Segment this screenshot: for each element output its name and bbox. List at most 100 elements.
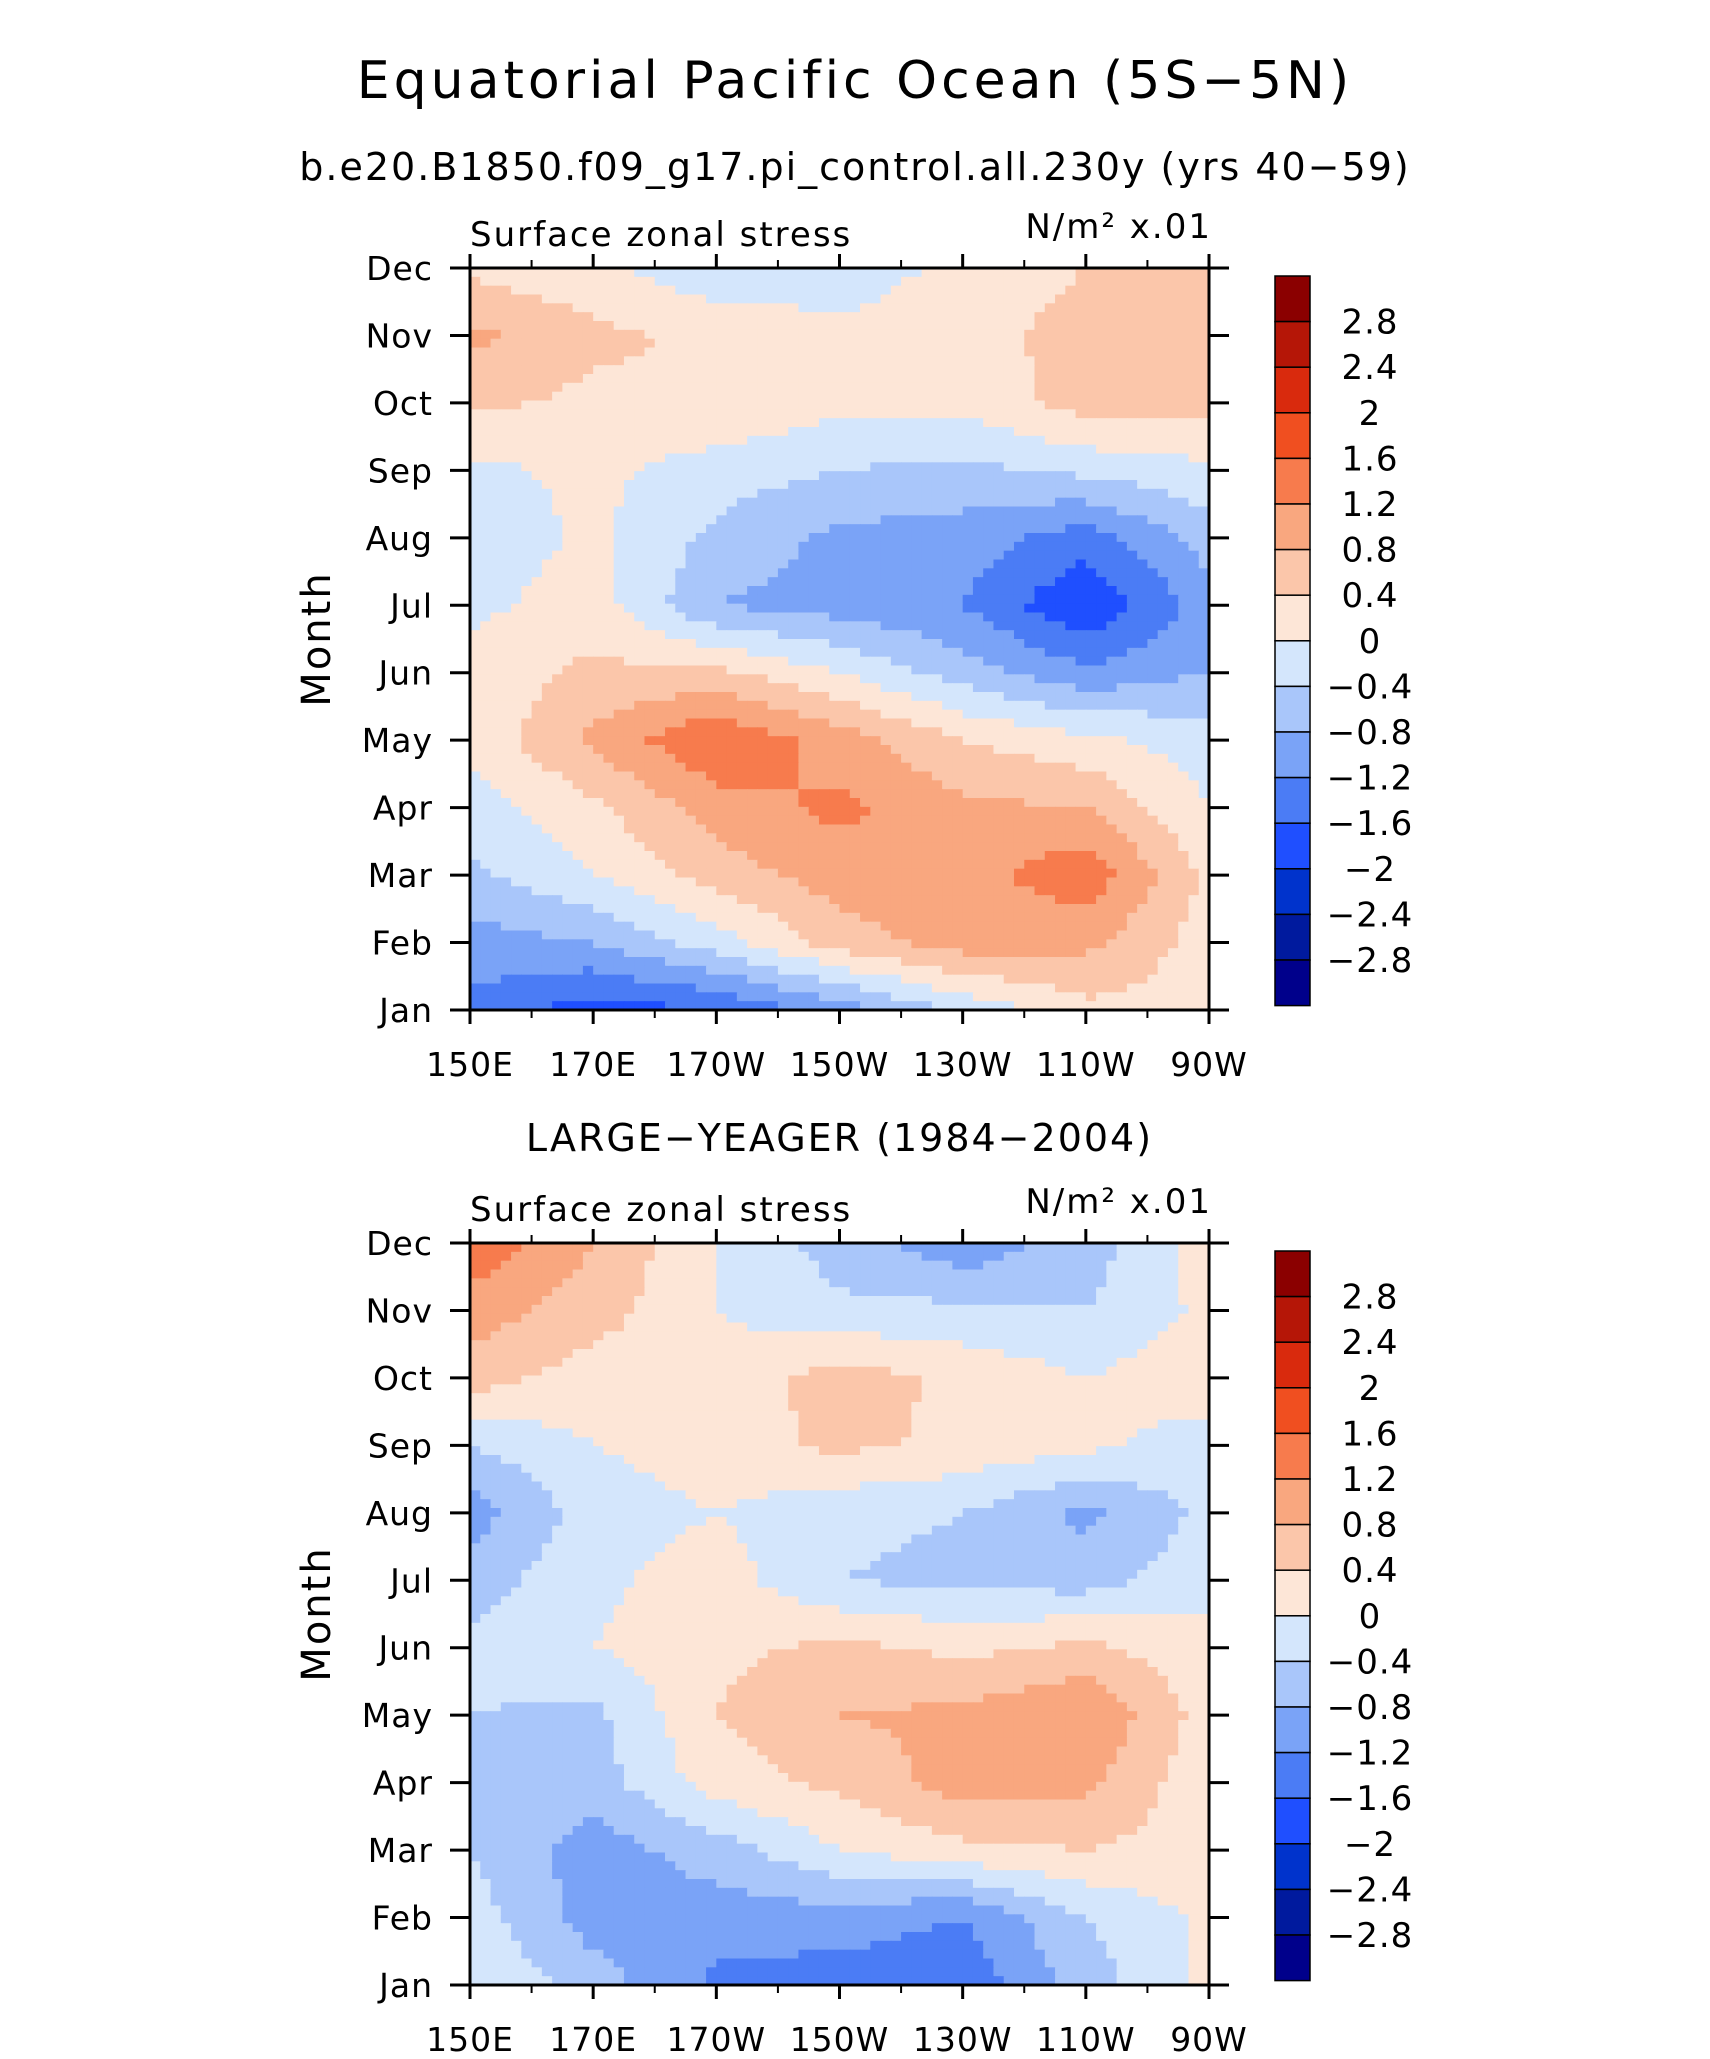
field-cell: [1106, 612, 1118, 622]
field-cell: [716, 285, 728, 296]
field-cell: [665, 762, 676, 773]
field-cell: [870, 356, 882, 366]
field-cell: [788, 276, 800, 287]
field-cell: [890, 550, 902, 561]
field-cell: [726, 453, 738, 463]
field-cell: [1126, 762, 1138, 773]
field-cell: [1003, 374, 1015, 384]
field-cell: [829, 338, 841, 349]
field-cell: [644, 347, 656, 357]
field-cell: [1085, 497, 1097, 508]
field-cell: [1085, 851, 1097, 861]
field-cell: [593, 806, 605, 817]
field-cell: [613, 709, 625, 720]
field-cell: [1137, 365, 1149, 375]
field-cell: [972, 736, 984, 746]
field-cell: [470, 824, 481, 834]
field-cell: [818, 683, 830, 693]
field-cell: [798, 418, 810, 428]
field-cell: [1085, 868, 1097, 879]
field-cell: [511, 736, 522, 746]
field-cell: [1147, 400, 1159, 410]
field-cell: [665, 630, 676, 640]
field-cell: [1137, 268, 1149, 278]
field-cell: [665, 453, 676, 463]
field-cell: [521, 338, 533, 349]
field-cell: [572, 285, 584, 296]
field-cell: [1003, 780, 1015, 790]
field-cell: [993, 391, 1005, 402]
field-cell: [983, 268, 995, 278]
field-cell: [531, 338, 543, 349]
field-cell: [644, 400, 656, 410]
field-cell: [695, 365, 707, 375]
field-cell: [490, 365, 502, 375]
field-cell: [511, 312, 522, 322]
field-cell: [747, 480, 758, 490]
field-cell: [788, 745, 800, 755]
field-cell: [480, 374, 492, 384]
field-cell: [675, 312, 687, 322]
field-cell: [541, 789, 553, 799]
field-cell: [562, 745, 574, 755]
field-cell: [736, 347, 748, 357]
field-cell: [901, 718, 912, 728]
field-cell: [726, 771, 738, 781]
field-cell: [480, 321, 492, 331]
field-cell: [1055, 851, 1066, 861]
field-cell: [1034, 833, 1046, 843]
field-cell: [849, 709, 861, 720]
field-cell: [644, 586, 656, 596]
field-cell: [562, 435, 574, 446]
field-cell: [901, 338, 912, 349]
field-cell: [706, 374, 717, 384]
field-cell: [849, 506, 861, 516]
field-cell: [1126, 736, 1138, 746]
field-cell: [1075, 718, 1087, 728]
field-cell: [511, 771, 522, 781]
field-cell: [1126, 391, 1138, 402]
field-cell: [952, 471, 964, 481]
field-cell: [942, 718, 953, 728]
field-cell: [890, 444, 902, 455]
field-cell: [634, 718, 646, 728]
field-cell: [911, 435, 923, 446]
field-cell: [1167, 727, 1179, 737]
field-cell: [736, 568, 748, 578]
field-cell: [572, 674, 584, 684]
field-cell: [531, 842, 543, 852]
field-cell: [716, 559, 728, 569]
field-cell: [1198, 559, 1210, 569]
field-cell: [1116, 798, 1128, 808]
field-cell: [470, 365, 481, 375]
field-cell: [1065, 276, 1077, 287]
field-cell: [1003, 736, 1015, 746]
field-cell: [788, 594, 800, 605]
field-cell: [1096, 603, 1107, 614]
field-cell: [541, 700, 553, 711]
field-cell: [849, 586, 861, 596]
field-cell: [952, 488, 964, 499]
field-cell: [1034, 550, 1046, 561]
field-cell: [562, 356, 574, 366]
field-cell: [962, 515, 974, 525]
field-cell: [511, 762, 522, 773]
field-cell: [500, 736, 512, 746]
field-cell: [706, 400, 717, 410]
field-cell: [490, 541, 502, 552]
field-cell: [1075, 568, 1087, 578]
field-cell: [623, 594, 635, 605]
field-cell: [1096, 798, 1107, 808]
field-cell: [1034, 647, 1046, 658]
field-cell: [1065, 753, 1077, 764]
field-cell: [1137, 427, 1149, 437]
field-cell: [593, 453, 605, 463]
field-cell: [1147, 824, 1159, 834]
field-cell: [613, 427, 625, 437]
field-cell: [541, 409, 553, 419]
field-cell: [1137, 382, 1149, 393]
field-cell: [829, 621, 841, 631]
field-cell: [798, 586, 810, 596]
field-cell: [942, 683, 953, 693]
field-cell: [623, 418, 635, 428]
